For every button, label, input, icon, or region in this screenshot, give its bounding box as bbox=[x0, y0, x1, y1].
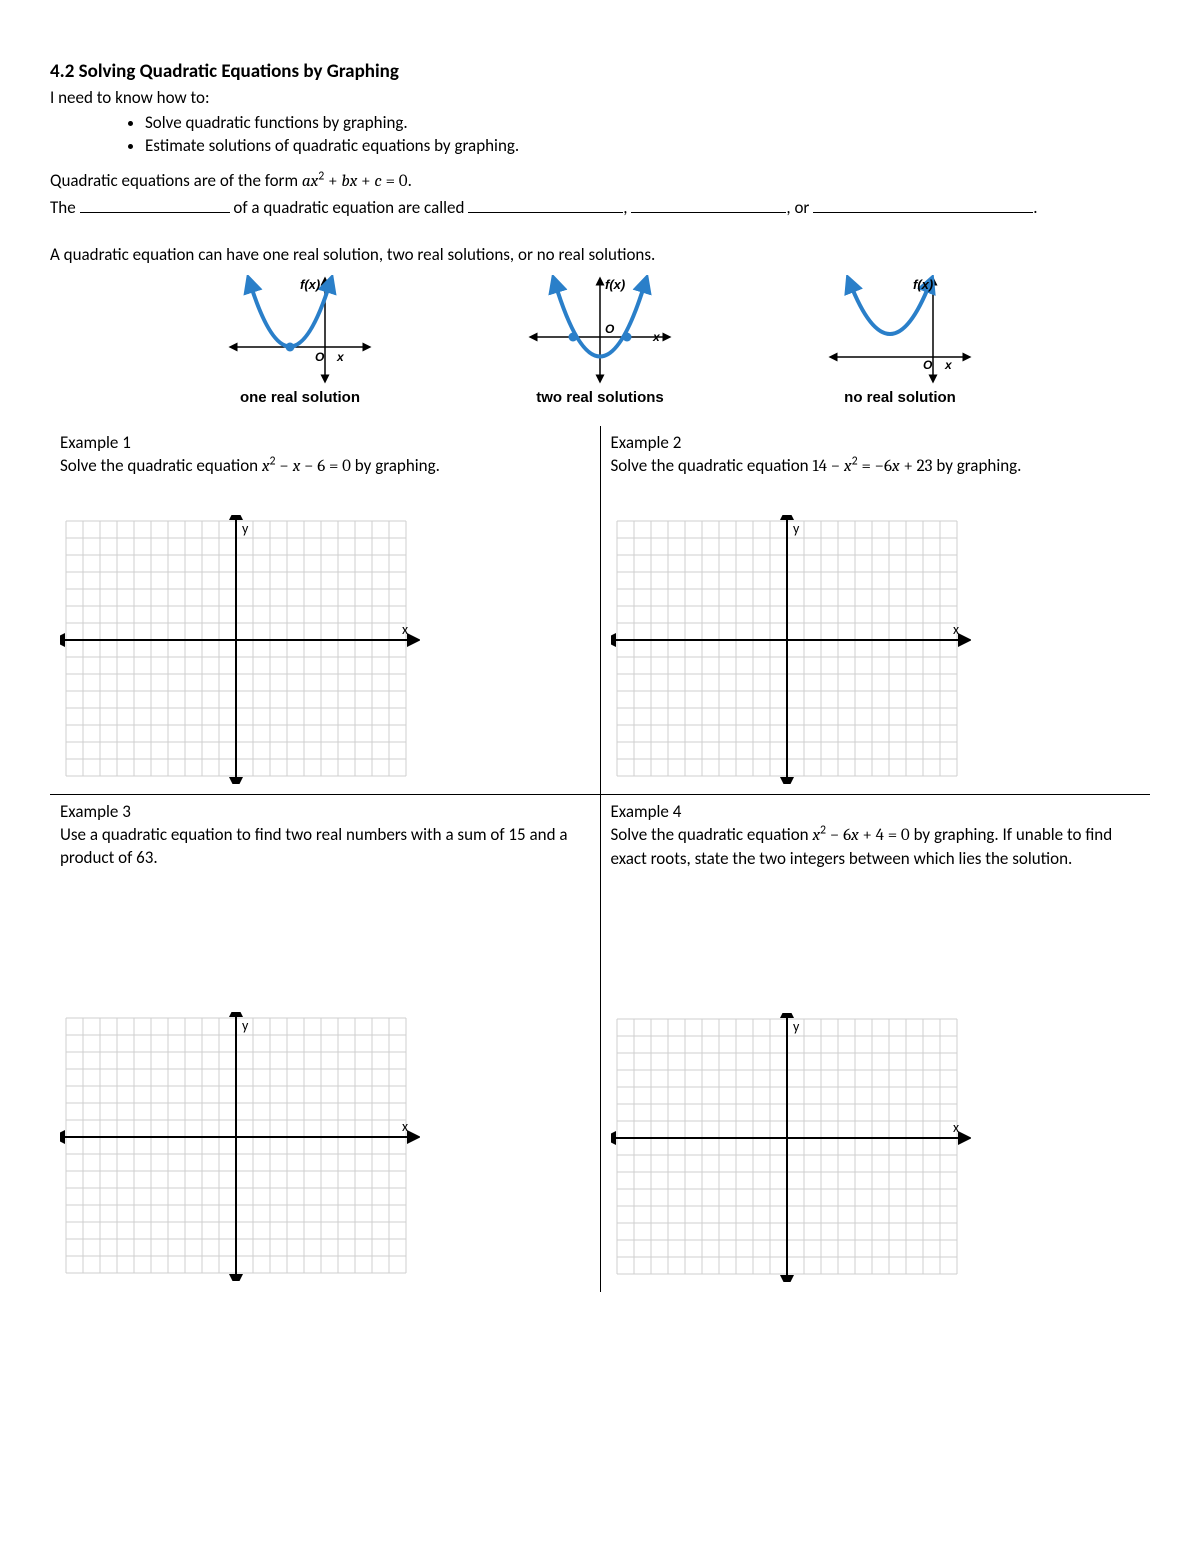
blank-3 bbox=[631, 196, 786, 213]
blank-1 bbox=[80, 196, 230, 213]
parabola-diagram: f(x) O x two real solutions bbox=[525, 275, 675, 406]
objective-item: Solve quadratic functions by graphing. bbox=[145, 112, 1150, 133]
example-prompt: Solve the quadratic equation 14 − x2 = −… bbox=[611, 455, 1141, 501]
example-prompt: Solve the quadratic equation x2 − x − 6 … bbox=[60, 455, 590, 501]
parabola-caption: two real solutions bbox=[525, 389, 675, 406]
coordinate-grid: y x bbox=[611, 1013, 1141, 1282]
example-cell-2: Example 2Solve the quadratic equation 14… bbox=[600, 426, 1150, 795]
svg-text:f(x): f(x) bbox=[300, 277, 320, 292]
svg-text:x: x bbox=[402, 621, 408, 638]
example-title: Example 2 bbox=[611, 432, 1141, 453]
svg-text:y: y bbox=[793, 520, 800, 537]
solutions-text: A quadratic equation can have one real s… bbox=[50, 244, 1150, 267]
example-cell-1: Example 1Solve the quadratic equation x2… bbox=[50, 426, 600, 795]
objective-item: Estimate solutions of quadratic equation… bbox=[145, 135, 1150, 156]
parabola-caption: no real solution bbox=[825, 389, 975, 406]
examples-table: Example 1Solve the quadratic equation x2… bbox=[50, 426, 1150, 1292]
coordinate-grid: y x bbox=[60, 515, 590, 784]
fill-in-blank-sentence: The of a quadratic equation are called ,… bbox=[50, 196, 1150, 220]
svg-text:x: x bbox=[336, 350, 345, 364]
example-cell-3: Example 3Use a quadratic equation to fin… bbox=[50, 794, 600, 1291]
svg-text:O: O bbox=[923, 358, 933, 372]
example-prompt: Use a quadratic equation to find two rea… bbox=[60, 824, 590, 870]
svg-text:x: x bbox=[652, 330, 661, 344]
example-cell-4: Example 4Solve the quadratic equation x2… bbox=[600, 794, 1150, 1291]
blank-2 bbox=[468, 196, 623, 213]
coordinate-grid: y x bbox=[611, 515, 1141, 784]
text-part: Quadratic equations are of the form bbox=[50, 170, 302, 191]
svg-text:x: x bbox=[953, 621, 959, 638]
svg-text:x: x bbox=[402, 1118, 408, 1135]
text-part: . bbox=[1033, 197, 1037, 218]
text-part: , or bbox=[786, 197, 813, 218]
svg-text:O: O bbox=[605, 322, 615, 336]
example-title: Example 1 bbox=[60, 432, 590, 453]
parabola-caption: one real solution bbox=[225, 389, 375, 406]
svg-text:y: y bbox=[242, 1017, 249, 1034]
svg-text:x: x bbox=[953, 1119, 959, 1136]
quadratic-form-sentence: Quadratic equations are of the form ax2 … bbox=[50, 170, 1150, 194]
coordinate-grid: y x bbox=[60, 1012, 590, 1281]
parabola-diagram: f(x) O x one real solution bbox=[225, 275, 375, 406]
text-part: , bbox=[623, 197, 631, 218]
blank-4 bbox=[813, 196, 1033, 213]
svg-text:O: O bbox=[315, 350, 325, 364]
intro-text: I need to know how to: bbox=[50, 87, 1150, 110]
svg-text:f(x): f(x) bbox=[605, 277, 625, 292]
svg-text:y: y bbox=[793, 1018, 800, 1035]
text-part: The bbox=[50, 197, 80, 218]
quadratic-formula: ax2 + bx + c = 0. bbox=[302, 170, 412, 191]
example-prompt: Solve the quadratic equation x2 − 6x + 4… bbox=[611, 824, 1141, 871]
objectives-list: Solve quadratic functions by graphing. E… bbox=[50, 112, 1150, 156]
svg-text:y: y bbox=[242, 520, 249, 537]
parabola-diagrams-row: f(x) O x one real solution f(x) O x two … bbox=[50, 275, 1150, 406]
parabola-diagram: f(x) O x no real solution bbox=[825, 275, 975, 406]
example-title: Example 3 bbox=[60, 801, 590, 822]
text-part: of a quadratic equation are called bbox=[230, 197, 469, 218]
svg-text:f(x): f(x) bbox=[913, 277, 933, 292]
svg-text:x: x bbox=[944, 358, 953, 372]
example-title: Example 4 bbox=[611, 801, 1141, 822]
page-title: 4.2 Solving Quadratic Equations by Graph… bbox=[50, 60, 1150, 83]
